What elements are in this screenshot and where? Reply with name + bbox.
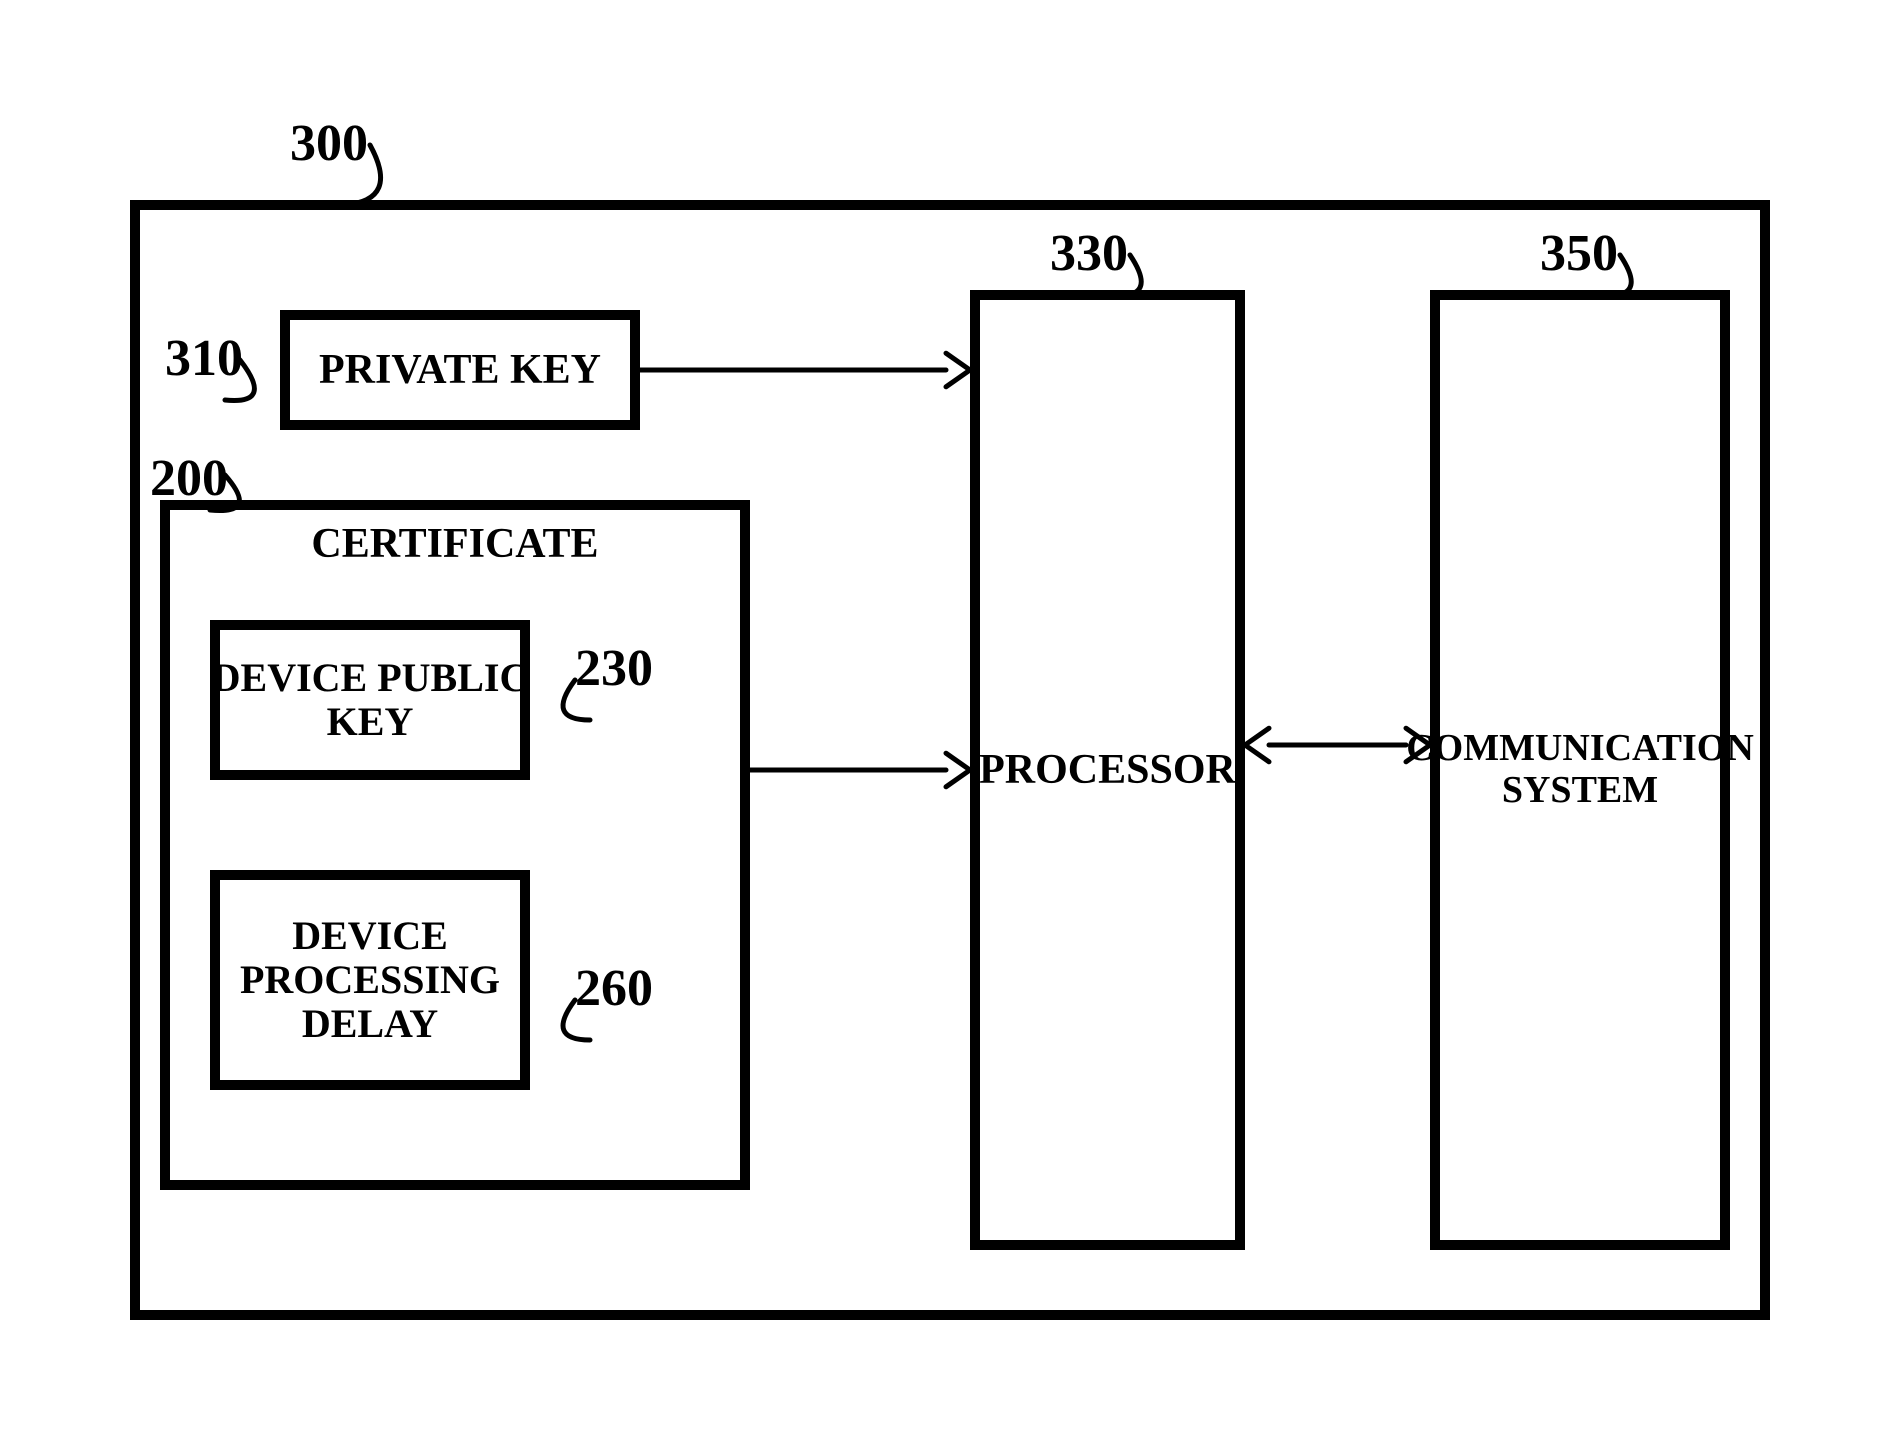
- processor-label: PROCESSOR: [970, 290, 1245, 1250]
- ref-200: 200: [150, 450, 228, 507]
- device-processing-delay-label: DEVICE PROCESSING DELAY: [210, 870, 530, 1090]
- ref-330: 330: [1050, 225, 1128, 282]
- ref-350: 350: [1540, 225, 1618, 282]
- private-key-label: PRIVATE KEY: [280, 310, 640, 430]
- ref-310: 310: [165, 330, 243, 387]
- ref-260: 260: [575, 960, 653, 1017]
- device-public-key-label: DEVICE PUBLIC KEY: [210, 620, 530, 780]
- ref-300: 300: [290, 115, 368, 172]
- communication-system-label: COMMUNICATION SYSTEM: [1430, 290, 1730, 1250]
- ref-230: 230: [575, 640, 653, 697]
- certificate-title: CERTIFICATE: [160, 521, 750, 567]
